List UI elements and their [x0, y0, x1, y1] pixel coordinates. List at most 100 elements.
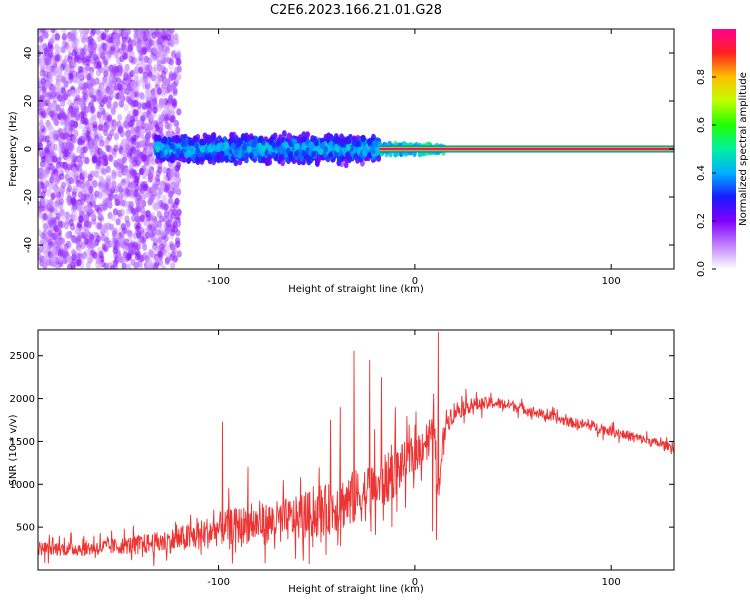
spectrogram-cell [160, 229, 166, 237]
spectrogram-cell [76, 247, 83, 255]
spectrogram-cell [146, 107, 152, 115]
spectrogram-cell [121, 77, 128, 86]
spectrogram-cell [133, 75, 139, 83]
spectrogram-cell [271, 151, 276, 159]
spectrogram-cell [176, 73, 182, 81]
spectrogram-cell [305, 131, 311, 139]
x-tick-label: -100 [207, 577, 230, 588]
x-tick-label: 100 [602, 577, 621, 588]
snr-y-label: SNR (10 * v/v) [8, 414, 19, 485]
spectrogram-cell [49, 126, 55, 134]
spectrogram-cell [156, 140, 162, 147]
spectrogram-cell [173, 37, 180, 45]
spectrogram-cell [156, 44, 163, 52]
snr-x-ticks: -100 0 100 [207, 330, 621, 588]
spectrogram-cell [50, 102, 57, 111]
spectrogram-cell [48, 37, 55, 46]
spectrogram-cell [71, 49, 77, 57]
spectrogram-cell [154, 174, 161, 183]
spectrogram-cell [106, 115, 112, 123]
spectrogram-cell [140, 60, 146, 68]
spectrogram-cell [147, 228, 153, 236]
spectrogram-cell [116, 120, 122, 129]
spectrogram-cell [137, 156, 143, 164]
spectrogram-cell [342, 147, 347, 155]
spectrogram-cell [79, 111, 85, 119]
spectrogram-cell [173, 66, 180, 74]
spectrogram-cell [88, 48, 94, 56]
y-tick-label: -40 [23, 237, 34, 253]
spectrogram-cell [156, 229, 162, 237]
spectrogram-cell [60, 75, 66, 83]
spectrogram-cell [168, 170, 174, 178]
spectrogram-cell [362, 145, 368, 153]
spectrogram-cell [192, 135, 198, 143]
spectrogram-cell [38, 205, 44, 213]
spectrogram-cell [109, 173, 116, 181]
spectrogram-cell [134, 253, 140, 261]
spectrogram-cell [45, 120, 51, 128]
spectrogram-cell [201, 138, 207, 146]
spectrogram-cell [44, 255, 51, 263]
spectrogram-cell [293, 150, 299, 158]
spectrogram-cell [95, 257, 101, 265]
spectrogram-cell [87, 174, 93, 182]
spectrogram-cell [47, 52, 53, 60]
spectrogram-cell [55, 212, 61, 221]
spectrogram-cell [54, 33, 61, 41]
spectrogram-cell [131, 134, 137, 142]
spectrogram-cell [68, 105, 74, 113]
spectrogram-cell [155, 145, 160, 153]
spectrogram-cell [58, 255, 64, 263]
spectrogram-cell [38, 229, 42, 237]
spectrogram-cell [194, 156, 200, 163]
spectrogram-cell [76, 157, 82, 165]
spectrogram-cell [70, 261, 76, 269]
spectrogram-cell [233, 159, 239, 167]
spectrogram-cell [55, 263, 61, 269]
spectrogram-cell [142, 111, 148, 119]
spectrogram-cell [90, 196, 96, 205]
spectrogram-cell [151, 187, 157, 195]
spectrogram-cell [166, 57, 172, 65]
spectrogram-cell [207, 145, 212, 152]
spectrogram-cell [72, 70, 78, 78]
spectrogram-cell [132, 109, 138, 117]
spectrogram-cell [106, 133, 113, 141]
spectrogram-cell [106, 120, 112, 129]
spectrogram-cell [39, 42, 45, 51]
spectrogram-cell [90, 105, 96, 114]
spectrogram-cell [136, 230, 142, 239]
spectrogram-cell [49, 232, 55, 240]
spectrogram-cell [128, 189, 135, 197]
spectrogram-cell [162, 136, 168, 144]
spectrogram-cell [38, 211, 43, 219]
spectrogram-cell [248, 152, 254, 159]
spectrogram-x-label: Height of straight line (km) [288, 284, 424, 295]
spectrogram-cell [48, 86, 55, 94]
spectrogram-cell [90, 212, 96, 220]
spectrogram-cell [90, 249, 96, 257]
spectrogram-cell [101, 32, 107, 40]
spectrogram-cell [167, 86, 173, 94]
spectrogram-cell [112, 33, 118, 41]
spectrogram-cell [93, 139, 100, 147]
spectrogram-cell [63, 243, 69, 251]
spectrogram-cell [116, 29, 122, 35]
spectrogram-cell [64, 148, 70, 156]
spectrogram-cell [113, 132, 120, 140]
spectrogram-cell [46, 189, 52, 197]
spectrogram-cell [175, 126, 181, 134]
colorbar: 0.0 0.2 0.4 0.6 0.8 Normalized spectral ampl… [696, 29, 749, 277]
spectrogram-cell [149, 55, 155, 63]
spectrogram-cell [47, 238, 53, 246]
y-tick-label: -20 [23, 189, 34, 205]
spectrogram-cell [133, 29, 139, 33]
spectrogram-cell [156, 88, 162, 96]
spectrogram-cell [60, 212, 67, 220]
spectrogram-cell [124, 238, 130, 246]
spectrogram-cell [120, 223, 126, 231]
y-tick-label: 2500 [10, 351, 35, 362]
spectrogram-cell [70, 248, 77, 256]
